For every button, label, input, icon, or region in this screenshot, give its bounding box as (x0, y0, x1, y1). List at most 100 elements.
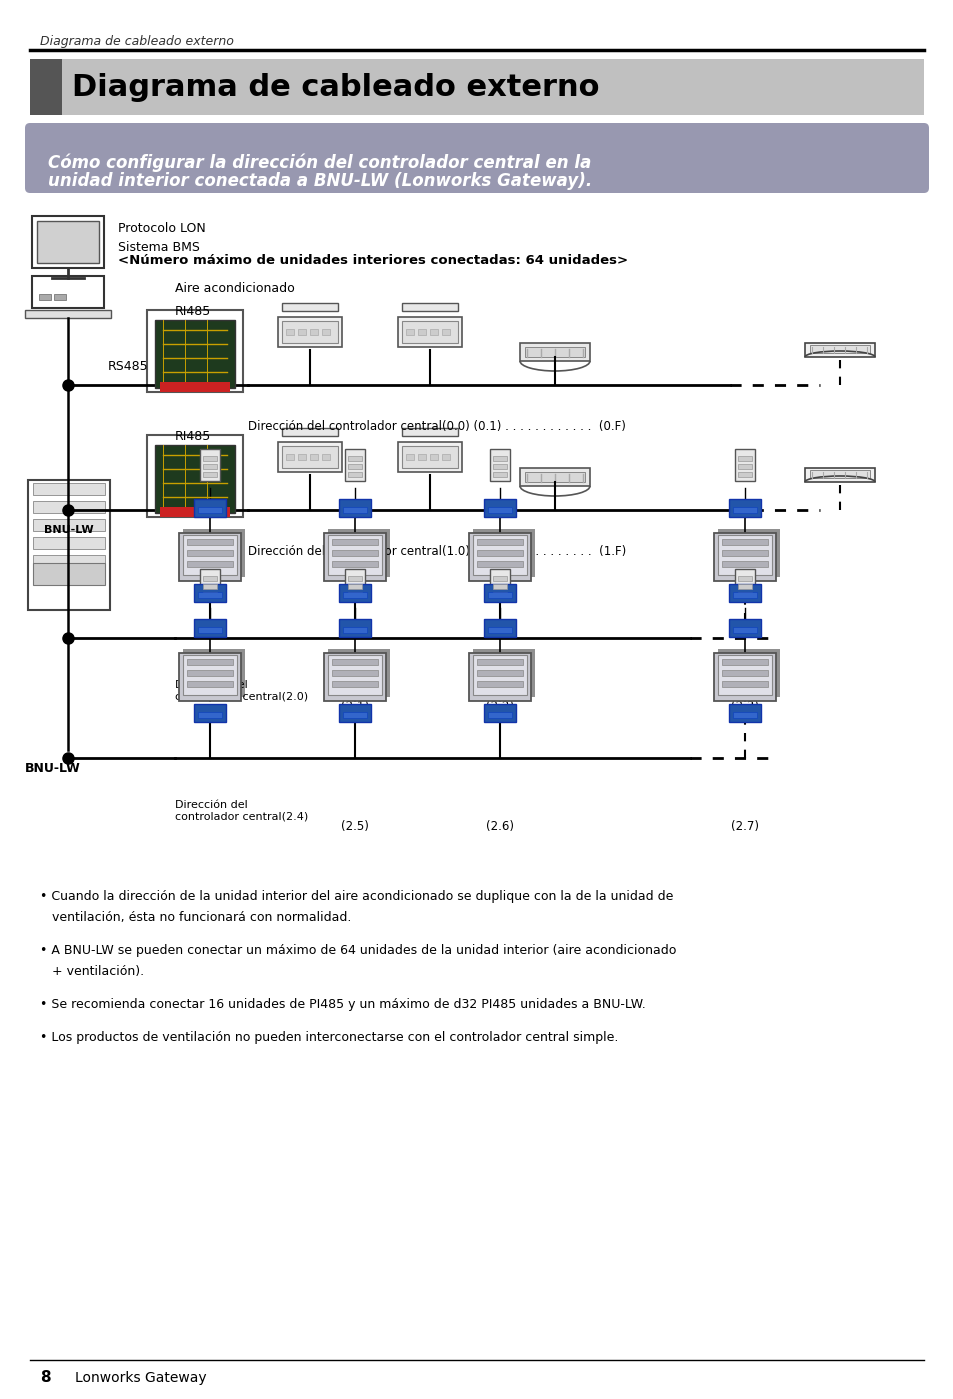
Bar (310, 329, 317, 334)
Text: BNU-LW: BNU-LW (44, 525, 93, 534)
Bar (488, 592, 512, 597)
Text: Aire acondicionado: Aire acondicionado (174, 283, 294, 295)
Bar (721, 659, 767, 665)
Bar (183, 534, 236, 575)
Text: • A BNU-LW se pueden conectar un máximo de 64 unidades de la unidad interior (ai: • A BNU-LW se pueden conectar un máximo … (40, 944, 676, 957)
Bar (721, 681, 767, 687)
Bar (203, 464, 216, 469)
Bar (732, 506, 757, 513)
Point (60, 499, 75, 522)
Bar (490, 569, 510, 602)
Bar (193, 618, 226, 637)
Text: Dirección del controlador central(0.0) (0.1) . . . . . . . . . . . .  (0.F): Dirección del controlador central(0.0) (… (248, 420, 625, 434)
Text: (2.3): (2.3) (730, 700, 759, 713)
Bar (297, 329, 306, 334)
Bar (193, 499, 226, 518)
FancyBboxPatch shape (25, 123, 928, 193)
Point (60, 627, 75, 649)
Bar (32, 276, 104, 308)
Bar (401, 320, 457, 343)
Bar (804, 469, 874, 483)
Bar (198, 712, 222, 718)
Bar (203, 576, 216, 581)
Bar (33, 483, 105, 495)
Bar (718, 655, 771, 695)
Bar (282, 428, 337, 436)
Bar (493, 583, 506, 589)
Bar (721, 539, 767, 546)
Bar (187, 550, 233, 555)
Bar (33, 537, 105, 548)
Bar (493, 471, 506, 477)
Bar (397, 318, 461, 347)
Text: (2.5): (2.5) (341, 820, 369, 832)
Bar (332, 550, 377, 555)
Bar (328, 655, 381, 695)
Bar (332, 681, 377, 687)
Bar (476, 561, 522, 567)
Bar (734, 569, 754, 602)
Text: Diagrama de cableado externo: Diagrama de cableado externo (40, 35, 233, 48)
Bar (738, 464, 751, 469)
Bar (718, 529, 780, 576)
Text: Protocolo LON
Sistema BMS: Protocolo LON Sistema BMS (118, 222, 206, 255)
Text: (2.1): (2.1) (340, 700, 369, 713)
Bar (732, 627, 757, 632)
Bar (728, 583, 760, 602)
Bar (332, 670, 377, 676)
Bar (738, 471, 751, 477)
Bar (332, 659, 377, 665)
Bar (430, 329, 437, 334)
Bar (54, 294, 66, 299)
Text: Lonworks Gateway: Lonworks Gateway (75, 1371, 207, 1385)
Bar (193, 583, 226, 602)
Text: Dirección del
controlador central(2.0): Dirección del controlador central(2.0) (174, 680, 308, 702)
Bar (183, 655, 236, 695)
Bar (417, 455, 426, 460)
Bar (198, 592, 222, 597)
Bar (154, 320, 234, 388)
Bar (417, 329, 426, 334)
Bar (282, 304, 337, 311)
Text: RI485: RI485 (174, 429, 211, 443)
Text: ventilación, ésta no funcionará con normalidad.: ventilación, ésta no funcionará con norm… (40, 911, 351, 923)
Bar (476, 550, 522, 555)
Bar (519, 469, 589, 485)
Text: • Cuando la dirección de la unidad interior del aire acondicionado se duplique c: • Cuando la dirección de la unidad inter… (40, 890, 673, 902)
Text: <Número máximo de unidades interiores conectadas: 64 unidades>: <Número máximo de unidades interiores co… (118, 255, 627, 267)
Bar (738, 576, 751, 581)
Text: RI485: RI485 (174, 305, 211, 318)
Bar (490, 449, 510, 481)
Bar (338, 704, 371, 722)
Bar (476, 681, 522, 687)
Bar (343, 627, 367, 632)
Bar (441, 455, 450, 460)
Bar (28, 480, 110, 610)
Bar (713, 533, 775, 581)
Bar (277, 442, 341, 471)
Bar (728, 704, 760, 722)
Bar (469, 533, 531, 581)
Bar (483, 618, 516, 637)
Bar (430, 455, 437, 460)
Bar (713, 653, 775, 701)
Bar (809, 470, 869, 478)
Bar (345, 449, 365, 481)
Text: Diagrama de cableado externo: Diagrama de cableado externo (71, 73, 598, 102)
Bar (473, 649, 535, 697)
Bar (483, 583, 516, 602)
Bar (30, 59, 62, 115)
Bar (198, 506, 222, 513)
Bar (345, 569, 365, 602)
Bar (519, 343, 589, 361)
Bar (343, 592, 367, 597)
Bar (483, 499, 516, 518)
Bar (32, 215, 104, 269)
Bar (406, 329, 414, 334)
Text: Dirección del
controlador central(2.4): Dirección del controlador central(2.4) (174, 800, 308, 821)
Text: BNU-LW: BNU-LW (25, 762, 81, 775)
Text: + ventilación).: + ventilación). (40, 965, 144, 978)
Bar (200, 569, 220, 602)
Bar (33, 501, 105, 513)
Bar (322, 455, 330, 460)
